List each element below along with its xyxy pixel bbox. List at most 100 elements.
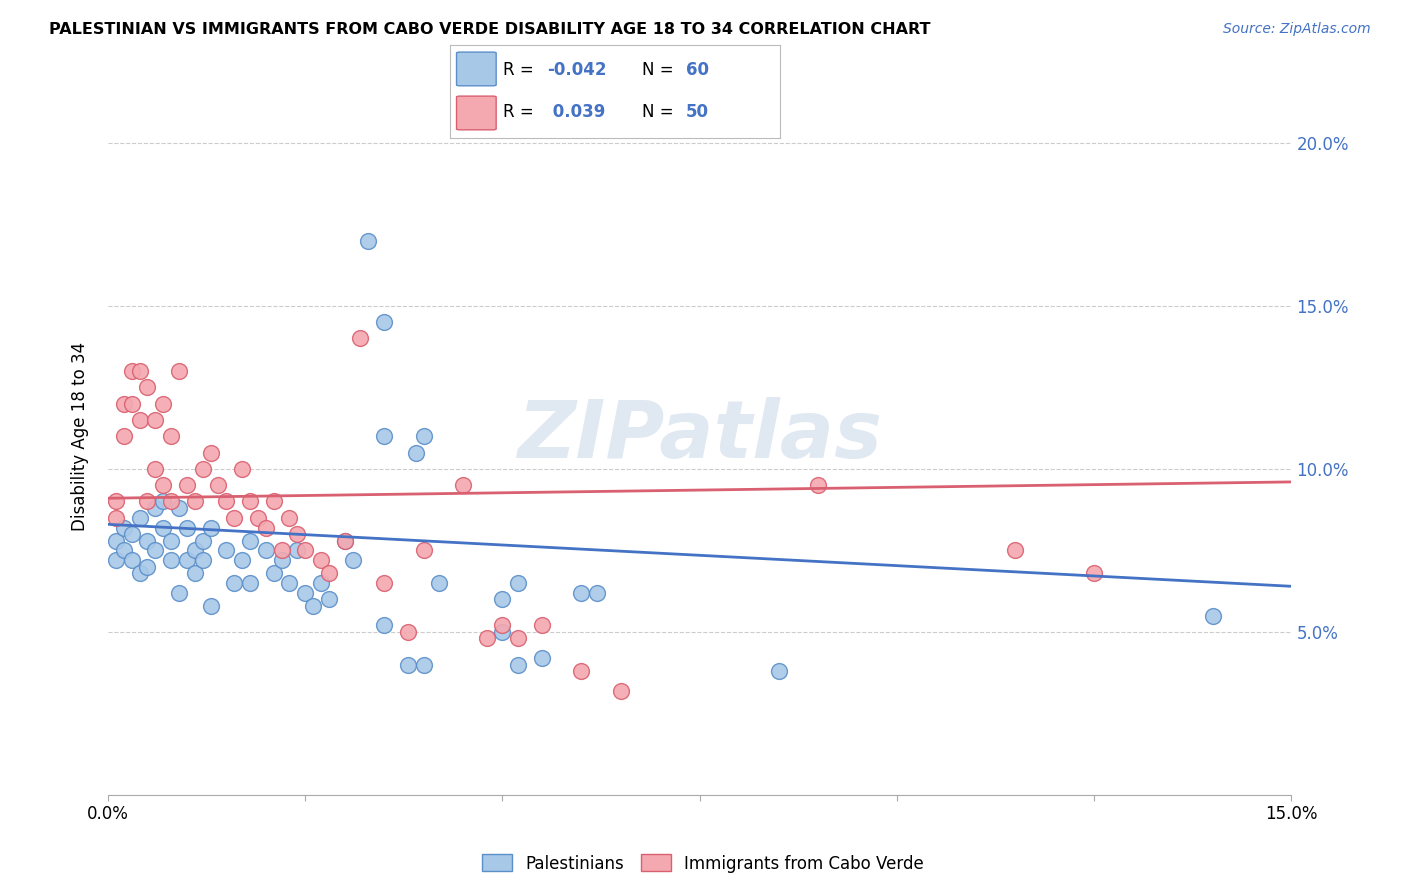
Point [152,494,174,508]
Point [412,543,434,558]
FancyBboxPatch shape [457,52,496,86]
Point [254,520,277,534]
Point [143,462,166,476]
Point [412,429,434,443]
Point [294,586,316,600]
Point [152,520,174,534]
Text: -0.042: -0.042 [547,61,607,78]
Point [254,543,277,558]
Point [309,553,332,567]
Point [160,533,183,548]
Point [112,543,135,558]
Text: 50: 50 [686,103,709,121]
Point [239,576,262,591]
Point [1201,608,1223,623]
Point [224,510,246,524]
Point [508,657,530,672]
Point [184,543,207,558]
Text: 0.039: 0.039 [547,103,606,121]
Point [215,543,238,558]
Point [200,520,222,534]
Point [176,478,198,492]
Point [128,566,150,581]
Point [152,478,174,492]
Point [200,445,222,459]
Point [112,429,135,443]
Point [278,510,301,524]
Point [128,510,150,524]
Point [191,533,214,548]
Point [610,683,633,698]
Point [160,494,183,508]
Point [121,553,143,567]
Point [294,543,316,558]
Point [451,478,474,492]
Point [530,618,553,632]
Legend: Palestinians, Immigrants from Cabo Verde: Palestinians, Immigrants from Cabo Verde [475,847,931,880]
Point [373,429,395,443]
Point [239,494,262,508]
Point [569,664,592,678]
Point [121,364,143,378]
Point [184,494,207,508]
Point [104,510,127,524]
Point [207,478,229,492]
Point [263,494,285,508]
Point [152,397,174,411]
Point [491,624,513,639]
Point [530,651,553,665]
Point [143,501,166,516]
Point [191,553,214,567]
Point [278,576,301,591]
Point [357,234,380,248]
Point [215,494,238,508]
Y-axis label: Disability Age 18 to 34: Disability Age 18 to 34 [72,342,89,531]
Point [136,380,159,394]
Point [405,445,427,459]
Point [508,576,530,591]
Point [128,413,150,427]
Point [167,364,190,378]
Point [396,624,419,639]
Point [112,520,135,534]
Text: N =: N = [641,61,679,78]
Point [491,592,513,607]
Point [167,501,190,516]
Point [191,462,214,476]
Point [176,520,198,534]
Point [104,553,127,567]
Point [412,657,434,672]
Point [475,632,498,646]
Point [246,510,269,524]
Point [270,543,292,558]
Point [309,576,332,591]
Point [318,566,340,581]
Point [143,413,166,427]
Point [342,553,364,567]
Text: PALESTINIAN VS IMMIGRANTS FROM CABO VERDE DISABILITY AGE 18 TO 34 CORRELATION CH: PALESTINIAN VS IMMIGRANTS FROM CABO VERD… [49,22,931,37]
Point [143,543,166,558]
Point [136,559,159,574]
Point [224,576,246,591]
Point [104,494,127,508]
Point [318,592,340,607]
Point [231,553,253,567]
Point [569,586,592,600]
Point [508,632,530,646]
Point [373,315,395,329]
Point [263,566,285,581]
Point [176,553,198,567]
Point [184,566,207,581]
Text: R =: R = [503,61,538,78]
Point [285,543,308,558]
Point [200,599,222,613]
Point [396,657,419,672]
Point [373,576,395,591]
Point [1083,566,1105,581]
Point [427,576,450,591]
Point [491,618,513,632]
Text: R =: R = [503,103,538,121]
Point [167,586,190,600]
FancyBboxPatch shape [457,96,496,130]
Point [285,527,308,541]
